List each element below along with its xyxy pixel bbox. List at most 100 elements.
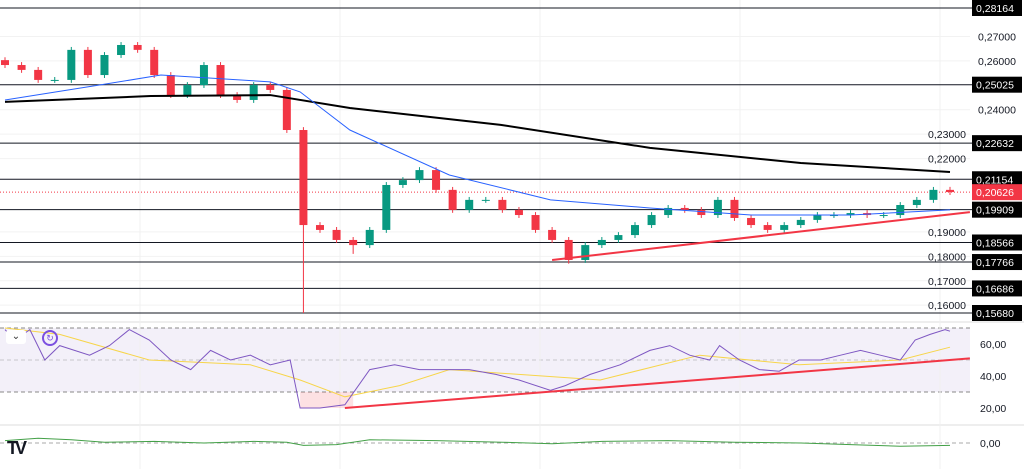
level-tag: [972, 201, 1022, 218]
candle: [299, 130, 308, 226]
tradingview-logo: TV: [7, 438, 27, 458]
refresh-icon[interactable]: ↻: [42, 330, 58, 346]
candle: [680, 207, 689, 210]
candle: [498, 199, 507, 210]
candle: [133, 44, 142, 50]
candle: [730, 199, 739, 218]
candle: [83, 49, 92, 76]
candle: [233, 95, 242, 100]
candle: [216, 65, 225, 96]
current-price-label: 0,20626: [976, 187, 1014, 199]
rsi-ma-line: [4, 327, 951, 398]
level-label: 0,15680: [976, 308, 1014, 320]
price-tick-label: 0,16000: [928, 300, 966, 312]
rsi-tick-label: 60,00: [980, 339, 1006, 351]
candle: [316, 225, 324, 230]
candle: [647, 215, 656, 226]
candle: [548, 229, 557, 240]
candle: [929, 189, 938, 200]
level-tag: [972, 171, 1022, 188]
price-tick-label: 0,23000: [928, 129, 966, 141]
level-tag: [972, 280, 1022, 297]
level-label: 0,17766: [976, 257, 1014, 269]
oscillator-tick-label: 0,00: [980, 438, 1001, 450]
chevron-down-icon[interactable]: ⌄: [6, 330, 26, 344]
candle: [183, 85, 192, 96]
candle: [432, 170, 441, 190]
candle: [846, 213, 855, 216]
candle: [747, 217, 756, 226]
candle: [17, 65, 26, 70]
rsi-trendline: [344, 357, 970, 409]
price-tick-label: 0,27000: [978, 31, 1016, 43]
candle: [282, 89, 291, 131]
candle: [448, 189, 457, 210]
price-tick-label: 0,17000: [928, 276, 966, 288]
candle: [879, 215, 888, 217]
rsi-line: [4, 328, 951, 409]
current-price-tag: [972, 184, 1022, 201]
price-tick-label: 0,24000: [978, 105, 1016, 117]
candle: [34, 69, 43, 80]
candle: [763, 225, 772, 230]
level-label: 0,25025: [976, 80, 1014, 92]
rsi-tick-label: 40,00: [980, 371, 1006, 383]
level-label: 0,18566: [976, 237, 1014, 249]
rsi-tick-label: 20,00: [980, 403, 1006, 415]
candle: [481, 199, 490, 201]
candle: [100, 55, 109, 76]
ma-200-line: [4, 94, 951, 174]
candle: [365, 229, 374, 246]
candle: [349, 239, 358, 246]
candle: [581, 245, 590, 260]
candle: [912, 199, 921, 206]
candle: [564, 239, 573, 260]
candle: [813, 215, 822, 220]
price-tick-label: 0,18000: [928, 251, 966, 263]
level-label: 0,22632: [976, 138, 1014, 150]
candle: [514, 209, 523, 216]
candle: [166, 75, 175, 96]
candle: [631, 225, 639, 236]
candle: [697, 209, 706, 216]
level-label: 0,21154: [976, 174, 1013, 186]
price-tick-label: 0,26000: [978, 56, 1016, 68]
candle: [465, 199, 474, 210]
level-tag: [972, 254, 1022, 271]
candle: [896, 205, 905, 216]
candle: [1, 60, 9, 66]
candle: [780, 225, 789, 230]
ma-50-line: [4, 74, 951, 216]
level-tag: [972, 305, 1022, 321]
candle: [199, 65, 208, 86]
candle: [150, 49, 159, 76]
rsi-oversold-fill: [300, 392, 354, 408]
level-label: 0,28164: [976, 3, 1014, 15]
candle: [664, 207, 673, 216]
candle: [249, 85, 258, 100]
level-tag: [972, 135, 1022, 152]
candle: [946, 189, 954, 193]
candle: [266, 85, 275, 90]
candle: [796, 219, 805, 226]
candle: [332, 229, 341, 240]
candle: [67, 49, 76, 80]
candle: [713, 199, 722, 216]
price-trendline: [551, 211, 971, 261]
price-tick-label: 0,19000: [928, 227, 966, 239]
candle: [415, 170, 424, 181]
candle: [614, 235, 623, 240]
candle: [50, 79, 59, 81]
candle: [597, 239, 606, 246]
candle: [382, 184, 391, 230]
oscillator-line: [4, 437, 951, 447]
level-label: 0,19909: [976, 205, 1014, 217]
candle: [531, 215, 540, 230]
price-tick-label: 0,22000: [928, 154, 966, 166]
level-tag: [972, 234, 1022, 251]
candle: [398, 180, 407, 185]
level-tag: [972, 76, 1022, 93]
level-label: 0,16686: [976, 283, 1014, 295]
level-tag: [972, 0, 1022, 16]
